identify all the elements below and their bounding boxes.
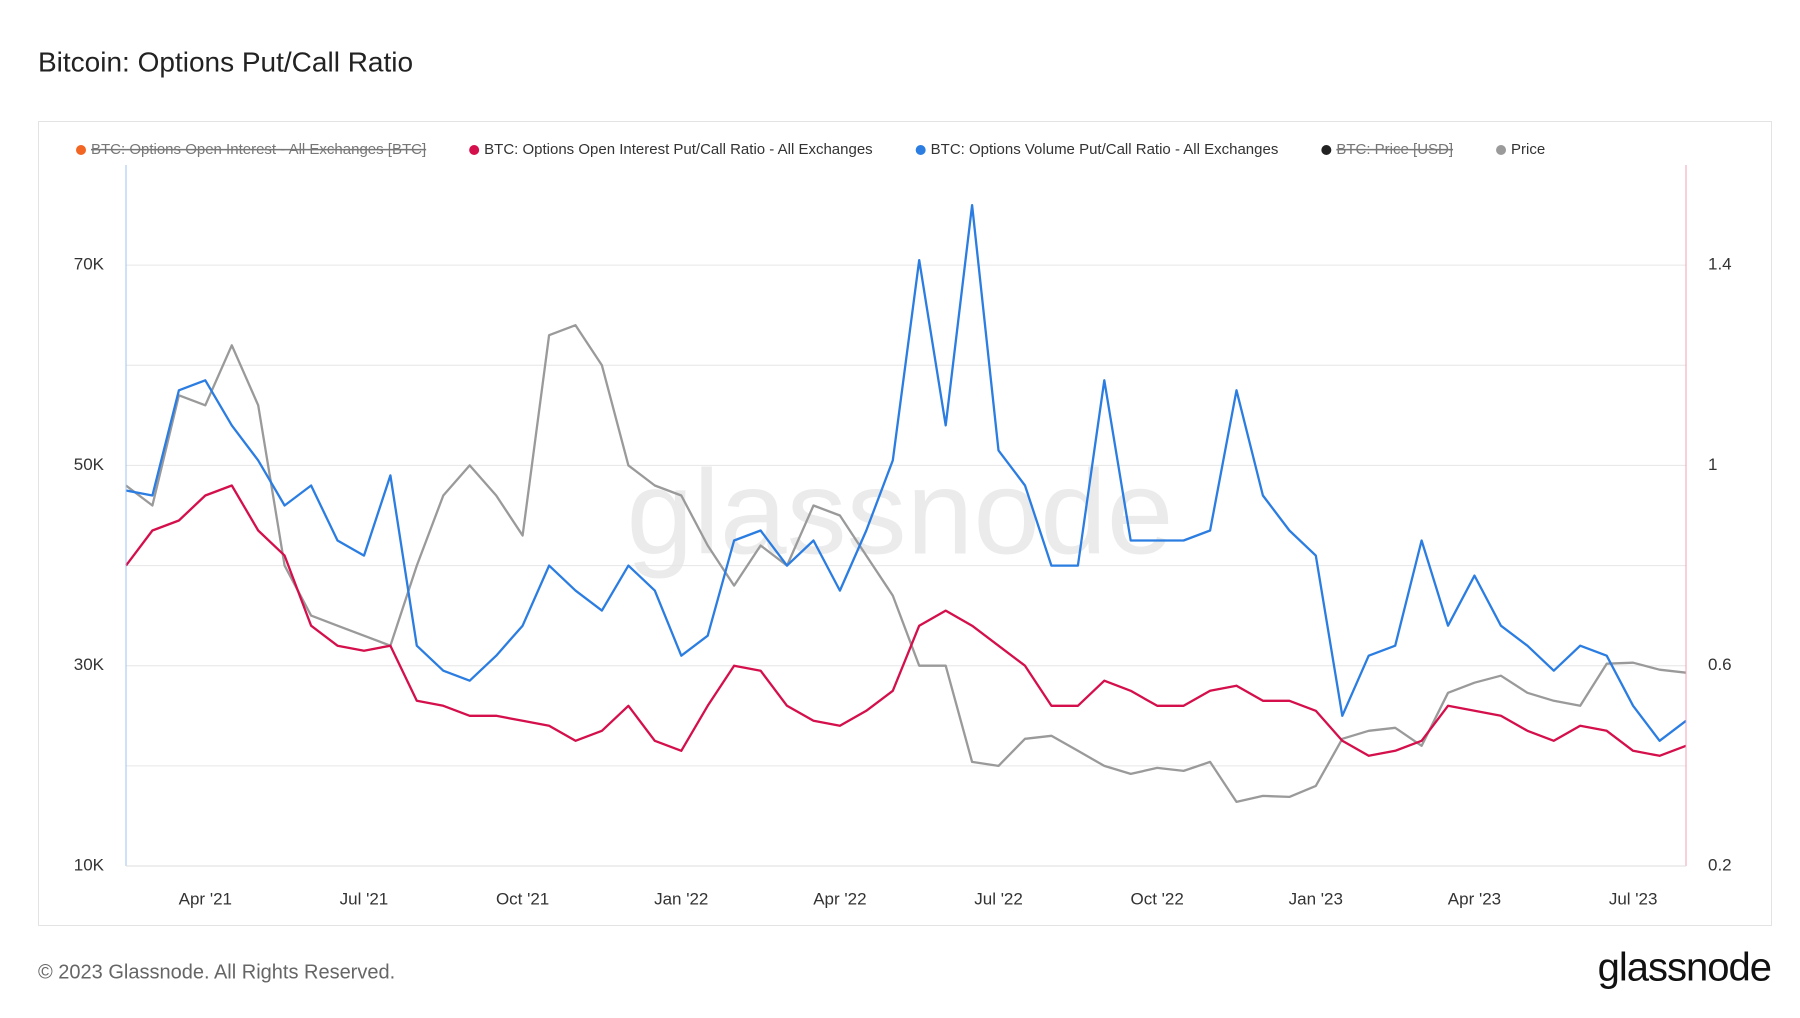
legend-label: Price <box>1511 141 1545 158</box>
y-tick-label: 50K <box>74 455 105 474</box>
legend-marker <box>1496 145 1507 155</box>
legend-label: BTC: Options Open Interest - All Exchang… <box>91 141 426 158</box>
y-tick-label: 30K <box>74 655 105 674</box>
series-line <box>125 203 1687 742</box>
x-tick-label: Jul '21 <box>340 889 389 908</box>
logo: glassnode <box>1598 946 1771 990</box>
y2-tick-label: 0.2 <box>1708 855 1732 874</box>
axes: 10K 30K 50K 70K 0.2 0.6 1 1.4 Apr '21 Jul '21 Oct … <box>74 165 1732 908</box>
x-tick-label: Apr '21 <box>179 889 232 908</box>
series-line <box>125 484 1687 757</box>
x-tick-label: Jan '23 <box>1289 889 1343 908</box>
legend-label: BTC: Options Volume Put/Call Ratio - All… <box>931 141 1279 158</box>
watermark: glassnode <box>626 446 1173 580</box>
chart-title: Bitcoin: Options Put/Call Ratio <box>38 46 413 77</box>
legend-marker <box>469 145 480 155</box>
x-tick-label: Jul '22 <box>974 889 1023 908</box>
legend-marker <box>1321 145 1332 155</box>
legend-label: BTC: Price [USD] <box>1336 141 1453 158</box>
y2-tick-label: 1.4 <box>1708 255 1732 274</box>
x-tick-label: Oct '21 <box>496 889 549 908</box>
chart-frame <box>38 121 1772 926</box>
y-tick-label: 70K <box>74 255 105 274</box>
y2-tick-label: 1 <box>1708 455 1717 474</box>
x-tick-label: Apr '23 <box>1448 889 1501 908</box>
series-line <box>125 324 1687 804</box>
x-tick-label: Oct '22 <box>1131 889 1184 908</box>
footer: © 2023 Glassnode. All Rights Reserved. <box>38 961 395 983</box>
x-tick-label: Apr '22 <box>813 889 866 908</box>
plot <box>125 203 1687 804</box>
legend-marker <box>76 145 86 155</box>
legend-marker <box>915 145 926 155</box>
x-tick-label: Jan '22 <box>654 889 708 908</box>
y2-tick-label: 0.6 <box>1708 655 1732 674</box>
x-tick-label: Jul '23 <box>1609 889 1658 908</box>
legend: BTC: Options Open Interest - All Exchang… <box>76 141 1545 158</box>
legend-label: BTC: Options Open Interest Put/Call Rati… <box>484 141 873 158</box>
y-tick-label: 10K <box>74 855 105 874</box>
